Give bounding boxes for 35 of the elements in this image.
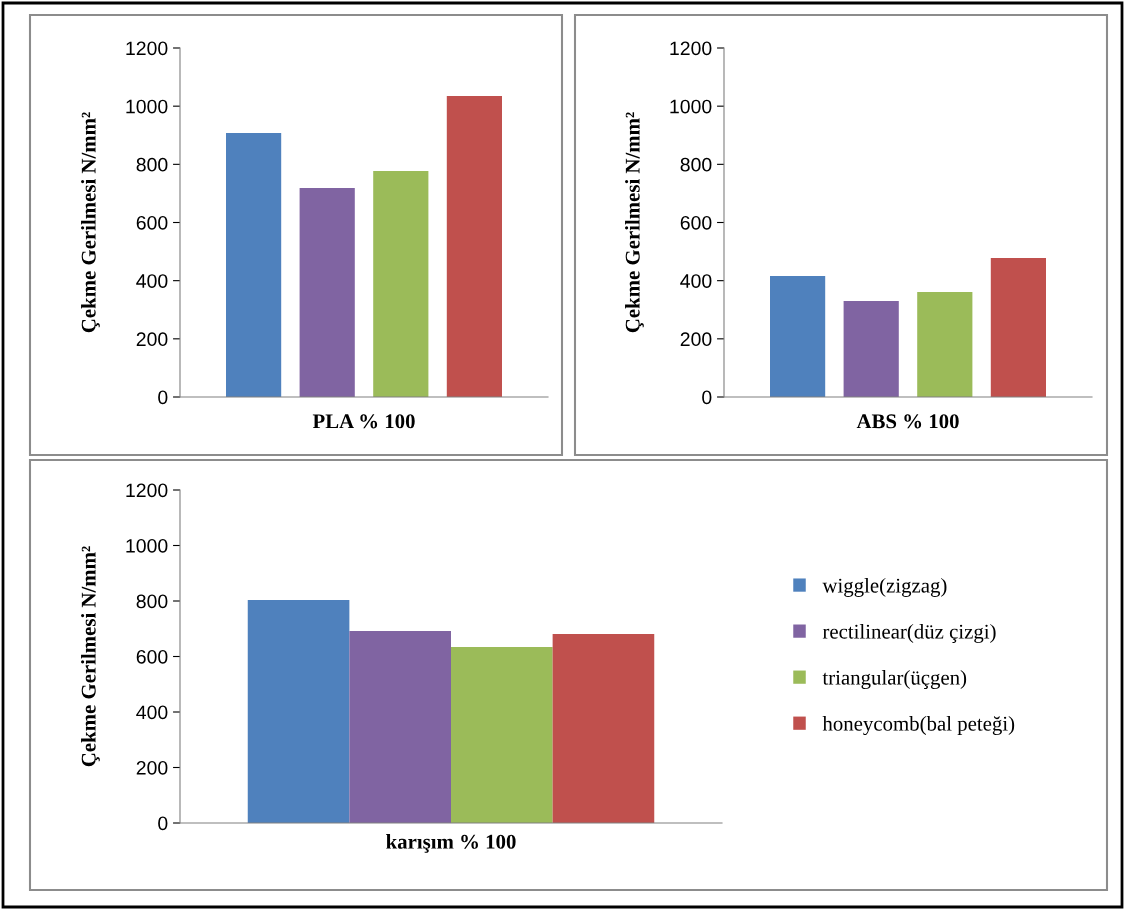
y-tick-label: 400 [680,274,712,288]
y-tick-label: 600 [136,649,168,664]
y-tick-label: 800 [136,594,168,609]
y-tick-label: 800 [136,157,168,172]
y-tick-label: 0 [702,390,712,405]
x-axis-title: PLA % 100 [312,414,415,429]
y-tick-label: 1200 [670,41,712,56]
legend-label: triangular(üçgen) [822,670,967,689]
y-tick-label: 0 [158,390,168,405]
y-axis-title: Çekme Gerilmesi N/mm² [625,112,644,333]
x-axis-title: ABS % 100 [856,414,959,429]
bar [446,95,502,397]
y-tick-label: 200 [680,332,712,347]
bar [226,132,282,397]
y-tick-label: 0 [158,816,168,831]
y-tick-label: 200 [136,760,168,775]
y-tick-label: 1000 [670,99,712,114]
legend-label: wiggle(zigzag) [822,577,947,597]
x-tick-label: karışım % 100 [386,834,516,853]
bar [299,187,355,397]
y-axis-title: Çekme Gerilmesi N/mm² [81,112,100,333]
y-tick-label: 600 [680,215,712,230]
legend-label: rectilinear(düz çizgi) [822,624,996,643]
y-tick-label: 1200 [126,41,168,56]
y-tick-label: 1000 [126,538,168,553]
y-tick-label: 400 [136,705,168,720]
y-axis-title: Çekme Gerilmesi N/mm² [81,546,100,767]
legend-label: honeycomb(bal peteği) [822,716,1015,736]
y-tick-label: 800 [680,157,712,172]
y-tick-label: 200 [136,332,168,347]
y-tick-label: 600 [136,215,168,230]
bar [373,171,429,397]
y-tick-label: 1000 [126,99,168,114]
y-tick-label: 400 [136,274,168,288]
y-tick-label: 1200 [126,483,168,498]
